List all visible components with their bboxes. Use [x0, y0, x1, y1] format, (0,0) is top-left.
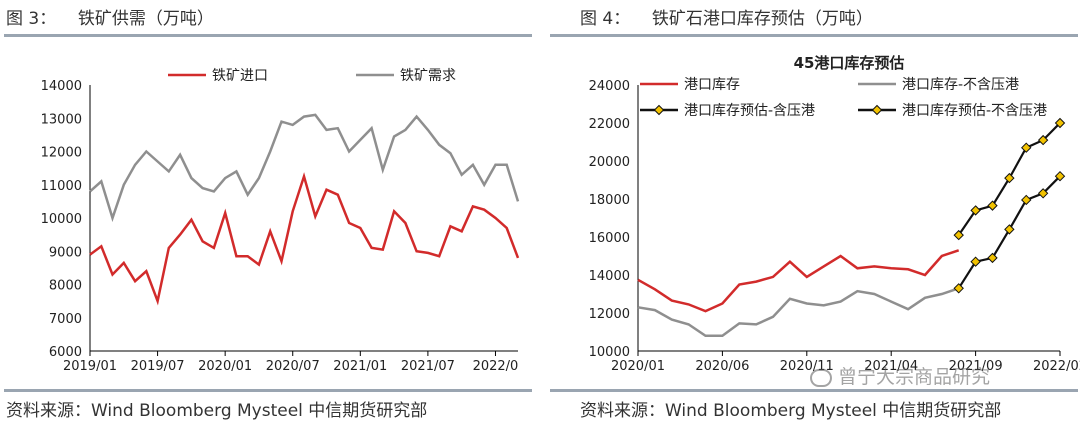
y-tick-label: 6000	[49, 345, 82, 360]
series-marker	[953, 283, 964, 294]
wechat-icon	[810, 368, 832, 387]
y-tick-label: 20000	[589, 155, 630, 170]
x-tick-label: 2021/09	[949, 359, 1003, 374]
figure-4-source: 资料来源：Wind Bloomberg Mysteel 中信期货研究部	[580, 401, 1002, 421]
x-tick-label: 2019/01	[63, 359, 117, 374]
series-line	[637, 249, 960, 313]
legend-label: 铁矿需求	[400, 68, 456, 84]
x-tick-label: 2020/01	[611, 359, 665, 374]
figure-3-source: 资料来源：Wind Bloomberg Mysteel 中信期货研究部	[6, 401, 428, 421]
series-marker	[970, 256, 981, 267]
series-marker	[987, 200, 998, 211]
x-tick-label: 2019/07	[131, 359, 185, 374]
y-tick-label: 11000	[41, 179, 82, 194]
series-marker	[1054, 117, 1066, 129]
series-marker	[1021, 194, 1032, 206]
legend-marker	[653, 104, 665, 116]
port-inventory-forecast-chart: 10000 12000 14000 16000 18000 20000 22000 24000…	[589, 54, 1080, 374]
figure-4-panel: 图 4： 铁矿石港口库存预估（万吨） 10000 12000 14000 16000 1…	[540, 0, 1080, 424]
figure-4-rule-bottom	[550, 389, 1078, 392]
x-tick-label: 2021/01	[333, 359, 387, 374]
x-tick-label: 2021/07	[401, 359, 455, 374]
figure-3-title: 图 3： 铁矿供需（万吨）	[6, 9, 214, 29]
y-tick-label: 24000	[589, 79, 630, 94]
y-tick-label: 12000	[41, 146, 82, 161]
legend-label: 港口库存预估-不含压港	[902, 103, 1047, 119]
y-tick-label: 7000	[49, 312, 82, 327]
y-tick-label: 9000	[49, 245, 82, 260]
legend-marker	[871, 104, 883, 116]
y-tick-label: 12000	[589, 307, 630, 322]
figure-4-title: 图 4： 铁矿石港口库存预估（万吨）	[580, 9, 873, 29]
y-tick-label: 14000	[41, 79, 82, 94]
figure-3-rule	[4, 34, 532, 37]
series-marker	[953, 229, 964, 241]
x-tick-label: 2020/01	[198, 359, 252, 374]
y-tick-label: 13000	[41, 112, 82, 127]
figure-3-rule-bottom	[4, 389, 532, 392]
series-marker	[1004, 172, 1015, 184]
y-tick-label: 16000	[589, 231, 630, 246]
x-tick-label: 2020/07	[266, 359, 320, 374]
series-line	[637, 287, 960, 338]
figure-3-panel: 图 3： 铁矿供需（万吨） 6000 7000 8000 9000 10000 11000…	[4, 9, 532, 421]
series-marker	[987, 252, 998, 264]
series-marker	[1037, 134, 1049, 146]
y-tick-label: 14000	[589, 269, 630, 284]
series-line	[89, 113, 520, 223]
legend-label: 港口库存-不含压港	[902, 77, 1019, 93]
series-marker	[970, 205, 981, 216]
y-tick-label: 18000	[589, 193, 630, 208]
series-marker	[1004, 224, 1015, 235]
legend-label: 港口库存预估-含压港	[684, 103, 815, 119]
chart-title: 45港口库存预估	[794, 54, 905, 72]
y-tick-label: 8000	[49, 279, 82, 294]
iron-ore-supply-demand-chart: 6000 7000 8000 9000 10000 11000 12000 13000 1400…	[41, 68, 520, 374]
x-tick-label: 2022/02	[1033, 359, 1080, 374]
x-tick-label: 2020/06	[695, 359, 749, 374]
figure-4-rule	[550, 34, 1078, 37]
series-marker	[1021, 142, 1032, 153]
legend-label: 港口库存	[684, 77, 740, 93]
y-tick-label: 10000	[41, 212, 82, 227]
watermark: 曾宁大宗商品研究	[810, 362, 990, 389]
series-marker	[1037, 188, 1049, 199]
legend-label: 铁矿进口	[212, 68, 268, 84]
series-line	[89, 172, 520, 306]
x-tick-label: 2021/04	[864, 359, 918, 374]
y-tick-label: 22000	[589, 117, 630, 132]
x-tick-label: 2022/0	[473, 359, 519, 374]
series-marker	[1054, 170, 1066, 182]
y-tick-label: 10000	[589, 345, 630, 360]
